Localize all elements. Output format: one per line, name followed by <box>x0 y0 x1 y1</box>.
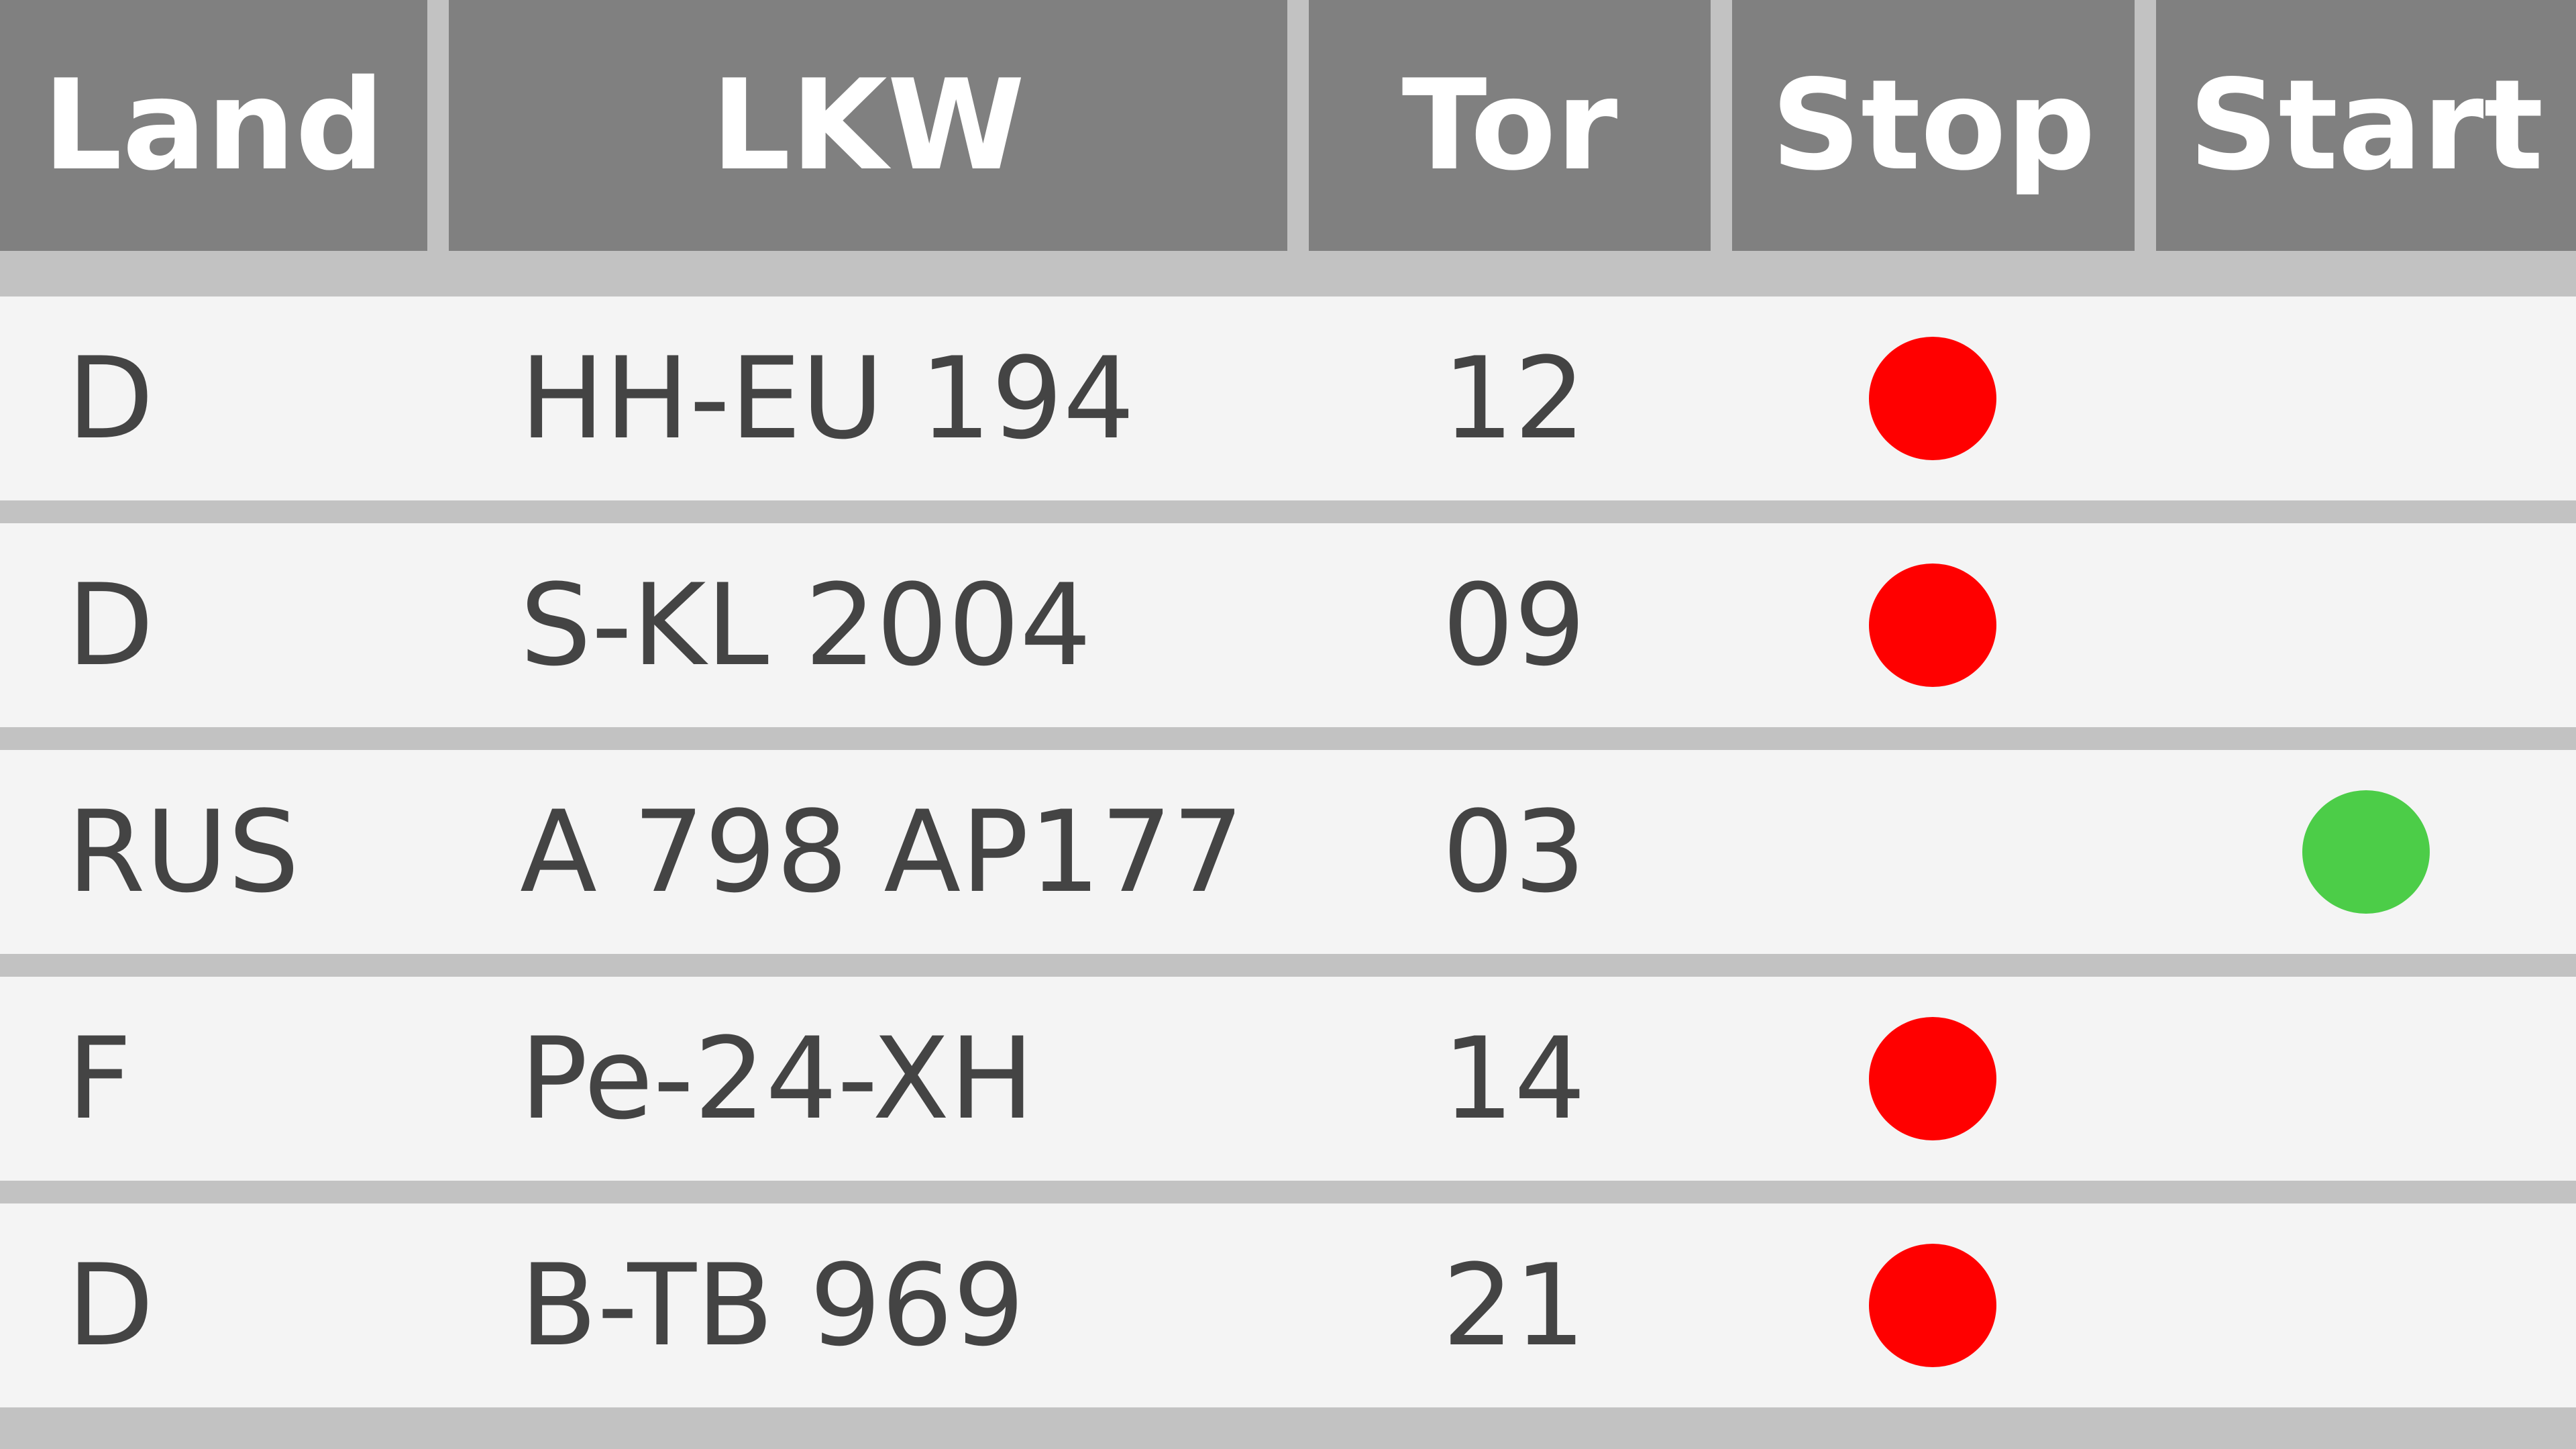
cell-land: F <box>67 1013 132 1144</box>
cell-tor: 14 <box>1442 1013 1586 1144</box>
cell-land: D <box>67 559 154 691</box>
cell-lkw: A 798 AP177 <box>520 786 1244 918</box>
cell-lkw: HH-EU 194 <box>520 333 1135 464</box>
stop-indicator-icon <box>1869 1244 1996 1367</box>
cell-land: RUS <box>67 786 300 918</box>
cell-lkw: Pe-24-XH <box>520 1013 1034 1144</box>
stop-indicator-icon <box>1869 337 1996 460</box>
table-row: D B-TB 969 21 <box>0 1203 2576 1407</box>
cell-tor: 03 <box>1442 786 1586 918</box>
cell-land: D <box>67 1240 154 1371</box>
table-row: F Pe-24-XH 14 <box>0 977 2576 1181</box>
table-row: D HH-EU 194 12 <box>0 297 2576 500</box>
header-land: Land <box>0 0 427 251</box>
header-start: Start <box>2156 0 2576 251</box>
stop-indicator-icon <box>1869 1017 1996 1140</box>
table-row: D S-KL 2004 09 <box>0 523 2576 727</box>
table-header: Land LKW Tor Stop Start <box>0 0 2576 251</box>
table-row: RUS A 798 AP177 03 <box>0 750 2576 954</box>
cell-land: D <box>67 333 154 464</box>
header-lkw: LKW <box>449 0 1287 251</box>
cell-tor: 09 <box>1442 559 1586 691</box>
cell-lkw: B-TB 969 <box>520 1240 1025 1371</box>
cell-lkw: S-KL 2004 <box>520 559 1091 691</box>
header-tor: Tor <box>1309 0 1711 251</box>
table-body: D HH-EU 194 12 D S-KL 2004 09 RUS A 798 … <box>0 297 2576 1430</box>
start-indicator-icon <box>2302 790 2430 914</box>
stop-indicator-icon <box>1869 564 1996 687</box>
header-stop: Stop <box>1732 0 2135 251</box>
cell-tor: 12 <box>1442 333 1586 464</box>
cell-tor: 21 <box>1442 1240 1586 1371</box>
